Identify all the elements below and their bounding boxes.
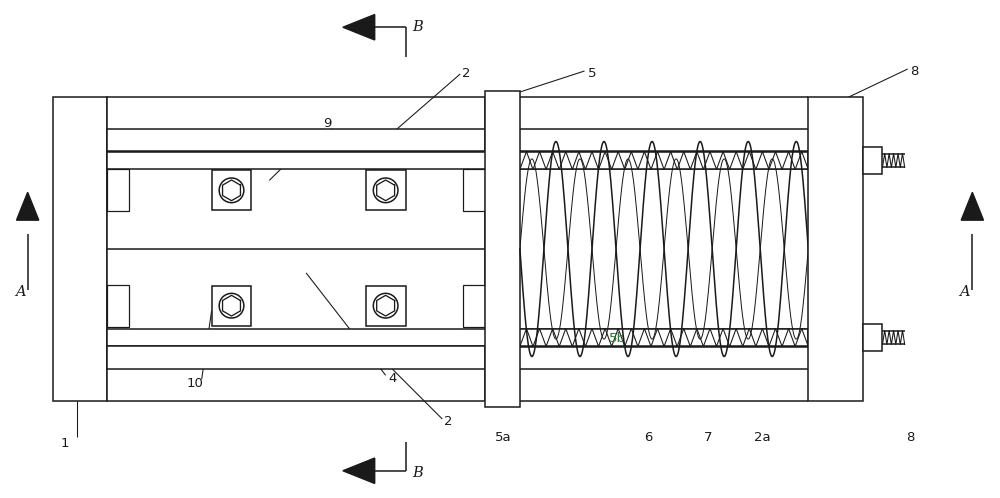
Text: 4: 4: [389, 372, 397, 385]
Polygon shape: [343, 458, 375, 484]
Bar: [485, 91, 520, 407]
Polygon shape: [17, 192, 39, 220]
Text: 2: 2: [444, 415, 453, 428]
Text: 9: 9: [323, 117, 331, 129]
Bar: [863, 146, 882, 174]
Text: 5b: 5b: [609, 333, 626, 346]
Bar: [463, 285, 485, 327]
Bar: [107, 128, 485, 150]
Text: A: A: [959, 285, 970, 299]
Bar: [863, 324, 882, 352]
Bar: [107, 151, 808, 169]
Text: 2a: 2a: [754, 431, 770, 444]
Bar: [463, 169, 485, 211]
Bar: [107, 347, 485, 370]
Text: 10: 10: [187, 377, 204, 390]
Text: A: A: [15, 285, 25, 299]
Bar: [366, 170, 406, 210]
Bar: [107, 169, 129, 211]
Bar: [107, 97, 485, 401]
Text: B: B: [412, 20, 423, 34]
Bar: [212, 286, 251, 326]
Text: 5a: 5a: [495, 431, 512, 444]
Text: 8: 8: [910, 65, 918, 78]
Text: B: B: [412, 466, 423, 480]
Bar: [53, 97, 107, 401]
Bar: [366, 286, 406, 326]
Bar: [212, 170, 251, 210]
Text: 1: 1: [60, 437, 69, 450]
Text: 7: 7: [704, 431, 712, 444]
Polygon shape: [343, 14, 375, 40]
Bar: [808, 97, 863, 401]
Bar: [107, 329, 808, 347]
Polygon shape: [961, 192, 983, 220]
Bar: [107, 285, 129, 327]
Text: 2: 2: [462, 67, 471, 80]
Text: 8: 8: [906, 431, 914, 444]
Text: 6: 6: [644, 431, 653, 444]
Text: 5: 5: [588, 67, 596, 80]
